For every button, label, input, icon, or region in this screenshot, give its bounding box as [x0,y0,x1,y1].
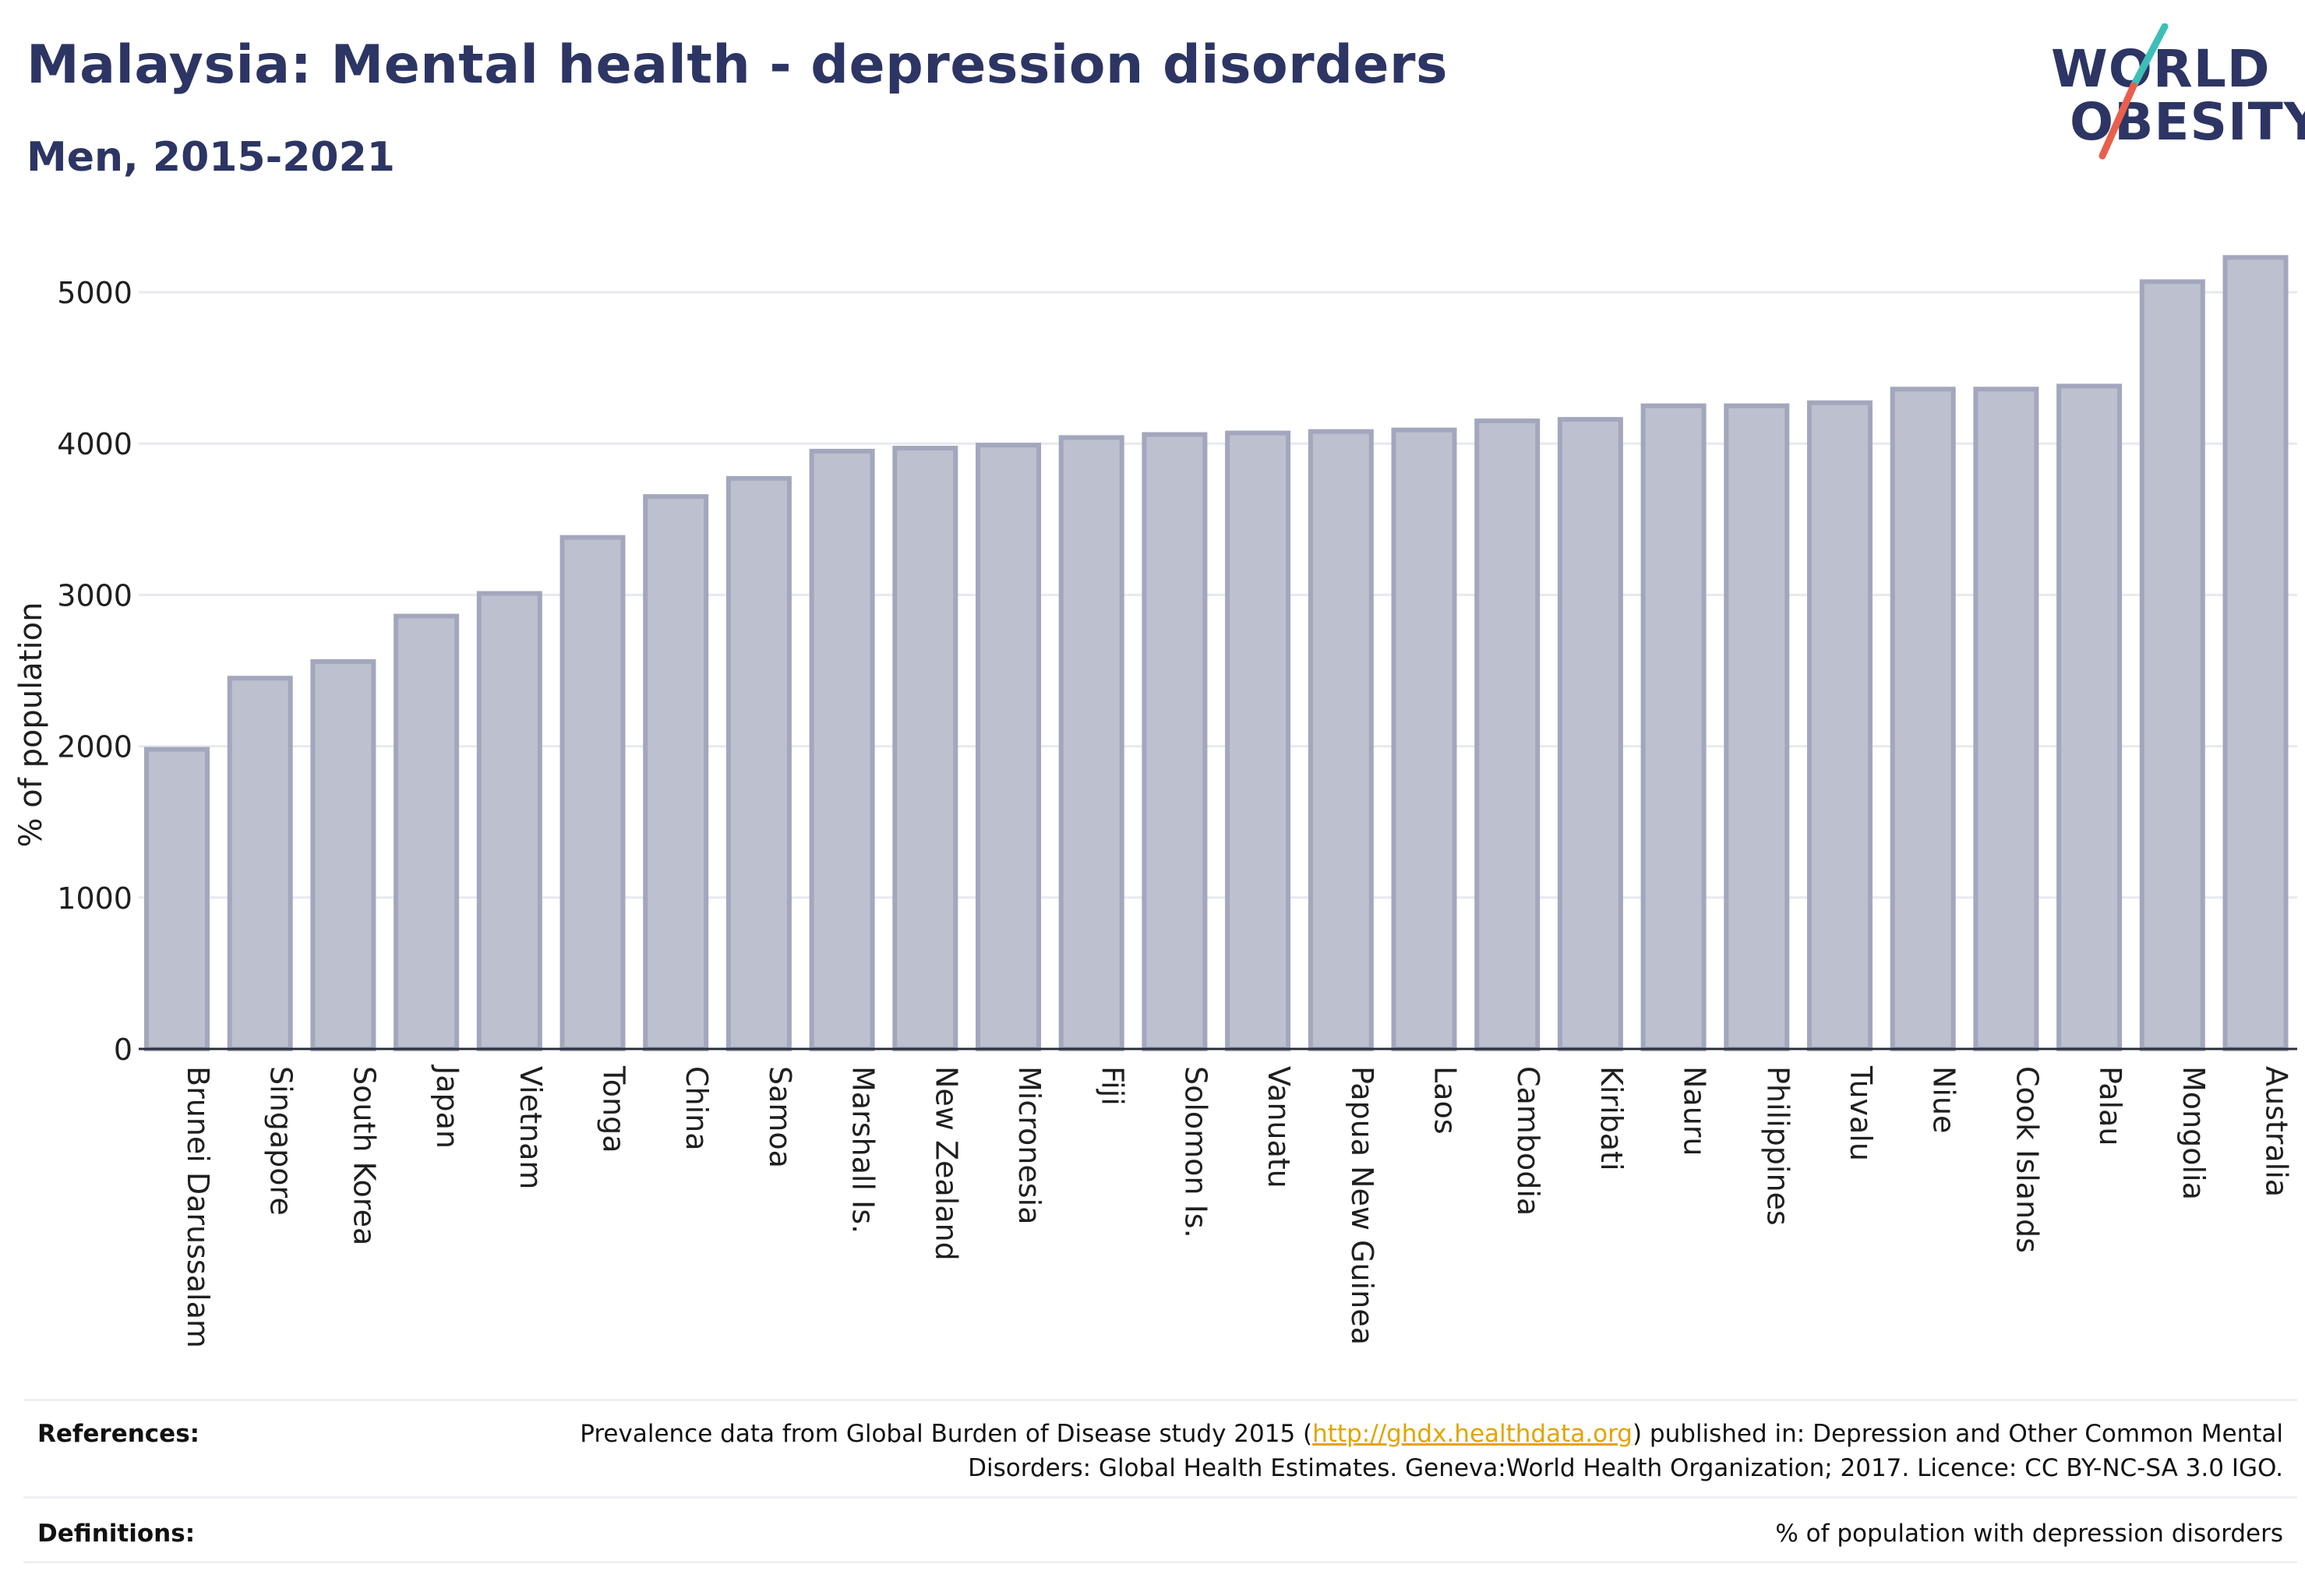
bar-micronesia[interactable] [976,443,1041,1051]
bar-samoa[interactable] [725,475,792,1051]
y-tick-label: 2000 [57,730,132,764]
y-tick-label: 5000 [57,276,132,310]
y-tick-label: 0 [114,1033,132,1067]
bar-laos[interactable] [1391,427,1457,1051]
bar-nauru[interactable] [1640,403,1707,1051]
chart-subtitle: Men, 2015-2021 [26,134,395,181]
definitions-label: Definitions: [37,1520,196,1548]
x-tick-label: Vietnam [514,1066,548,1189]
bar-chart: 0 1000 2000 3000 4000 5000 Brunei Darussalam S… [57,255,2297,1348]
logo-slash-icon [2099,23,2169,160]
x-tick-label: Samoa [763,1066,797,1168]
bar-fiji[interactable] [1058,435,1124,1051]
x-tick-label: Marshall Is. [846,1066,881,1234]
bar-australia[interactable] [2222,255,2289,1052]
bar-japan[interactable] [394,613,460,1051]
x-tick-label: Cambodia [1511,1066,1545,1216]
footer-divider-bottom [23,1561,2297,1563]
x-tick-label: New Zealand [929,1066,963,1261]
x-tick-label: Palau [2093,1066,2127,1146]
definitions-text: % of population with depression disorder… [1775,1520,2283,1548]
x-tick-label: Fiji [1096,1066,1130,1106]
bar-philippines[interactable] [1724,403,1790,1051]
references-label: References: [37,1420,200,1448]
x-tick-label: China [679,1066,714,1151]
references-text: Prevalence data from Global Burden of Di… [491,1417,2283,1485]
x-tick-label: Philippines [1760,1066,1795,1226]
logo-text-world: WORLD [2051,39,2271,99]
bar-solomon-is[interactable] [1142,432,1208,1052]
footer-divider-top [23,1399,2297,1401]
x-tick-label: Australia [2260,1066,2294,1197]
bar-tuvalu[interactable] [1807,400,1873,1051]
x-tick-label: Brunei Darussalam [181,1066,215,1348]
x-tick-label: Cook Islands [2010,1066,2044,1253]
bar-vietnam[interactable] [476,591,542,1051]
bar-palau[interactable] [2056,383,2123,1052]
x-tick-label: South Korea [347,1066,381,1245]
y-tick-label: 3000 [57,578,132,613]
x-tick-labels: Brunei Darussalam Singapore South Korea Jap… [181,1065,2294,1348]
bar-tonga[interactable] [559,535,626,1051]
bar-south-korea[interactable] [310,659,376,1052]
x-tick-label: Mongolia [2176,1066,2211,1200]
bar-niue[interactable] [1890,387,1956,1051]
bar-new-zealand[interactable] [892,446,958,1051]
bar-cambodia[interactable] [1474,418,1541,1051]
x-tick-label: Singapore [264,1066,298,1216]
y-tick-label: 1000 [57,881,132,916]
bar-vanuatu[interactable] [1225,430,1291,1051]
references-text-part2: ) published in: Depression and Other Com… [968,1420,2283,1482]
bar-marshall-is[interactable] [809,448,875,1052]
x-tick-label: Niue [1927,1066,1961,1133]
y-axis-title: % of population [13,602,49,848]
references-link[interactable]: http://ghdx.healthdata.org [1312,1420,1633,1448]
bar-papua-new-guinea[interactable] [1308,429,1374,1051]
bars [144,255,2289,1052]
x-tick-label: Vanuatu [1262,1066,1296,1188]
references-text-part1: Prevalence data from Global Burden of Di… [580,1420,1313,1448]
bar-china[interactable] [643,494,709,1052]
x-tick-label: Tuvalu [1844,1065,1878,1161]
x-tick-label: Micronesia [1012,1066,1047,1224]
x-tick-label: Japan [430,1065,464,1149]
chart-title: Malaysia: Mental health - depression dis… [26,34,1449,96]
bar-cook-islands[interactable] [1973,387,2039,1051]
x-tick-label: Nauru [1678,1066,1712,1156]
y-tick-labels: 0 1000 2000 3000 4000 5000 [57,276,132,1067]
x-tick-label: Tonga [597,1065,631,1153]
world-obesity-logo: WORLD OBESITY [2042,23,2305,164]
x-tick-label: Laos [1428,1066,1463,1135]
bar-singapore[interactable] [227,676,293,1052]
x-tick-label: Kiribati [1594,1066,1629,1171]
x-tick-label: Solomon Is. [1178,1066,1213,1238]
bar-mongolia[interactable] [2139,279,2205,1051]
footer-divider-middle [23,1496,2297,1499]
y-tick-label: 4000 [57,427,132,461]
bar-brunei-darussalam[interactable] [144,747,210,1051]
x-tick-label: Papua New Guinea [1345,1066,1379,1345]
bar-kiribati[interactable] [1557,417,1623,1051]
